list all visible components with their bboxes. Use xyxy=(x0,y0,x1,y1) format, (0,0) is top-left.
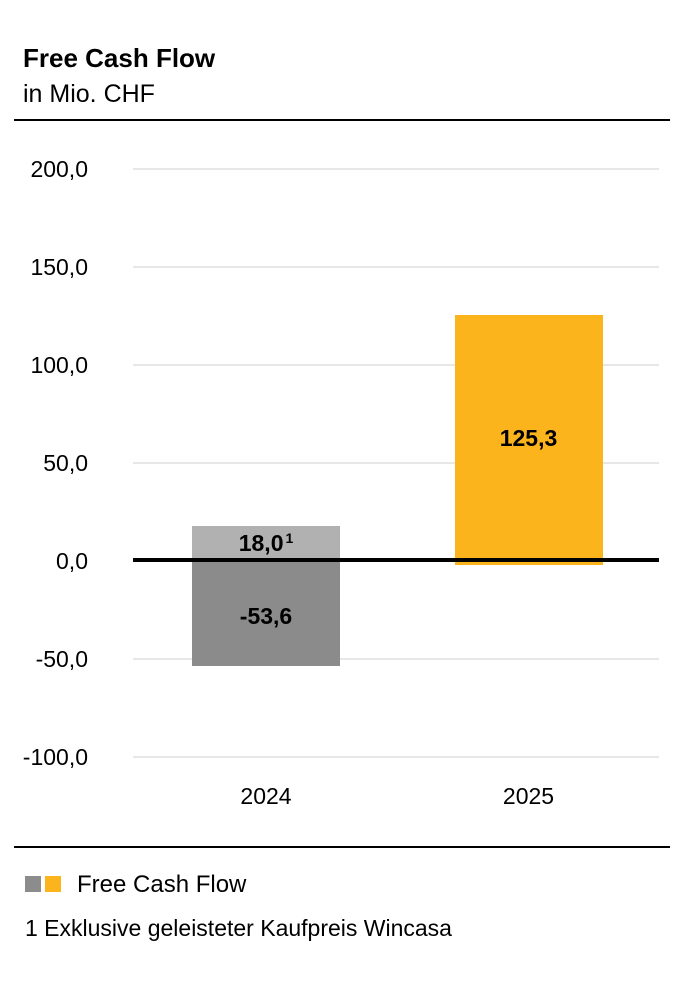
bar-segment xyxy=(454,315,603,565)
zero-axis-line xyxy=(133,558,659,562)
y-tick-label: 0,0 xyxy=(56,548,88,574)
y-gridline xyxy=(133,756,659,758)
y-tick-label: -100,0 xyxy=(22,744,88,770)
legend-label: Free Cash Flow xyxy=(77,871,247,898)
bar-value-label: 18,0 1 xyxy=(238,530,294,557)
y-gridline xyxy=(133,364,659,366)
y-gridline xyxy=(133,658,659,660)
header-divider xyxy=(14,119,670,121)
bar-segment xyxy=(192,525,340,561)
y-tick-label: 100,0 xyxy=(30,352,88,378)
footnote-marker: 1 xyxy=(285,530,294,547)
x-category-label: 2024 xyxy=(240,783,292,809)
y-gridline xyxy=(133,266,659,268)
footer-divider xyxy=(14,846,670,848)
footnote: 1 Exklusive geleisteter Kaufpreis Wincas… xyxy=(25,915,452,941)
bar-value-label: 125,3 xyxy=(499,425,558,452)
y-tick-label: 150,0 xyxy=(30,254,88,280)
y-tick-label: 50,0 xyxy=(43,450,88,476)
bar-segment xyxy=(192,558,340,667)
y-gridline xyxy=(133,168,659,170)
legend-swatch-gray xyxy=(25,876,41,892)
y-tick-label: 200,0 xyxy=(30,156,88,182)
y-tick-label: -50,0 xyxy=(35,646,88,672)
bar-value-label: -53,6 xyxy=(239,602,293,629)
x-category-label: 2025 xyxy=(502,783,555,809)
chart-title: Free Cash Flow xyxy=(23,43,216,73)
legend-swatch-orange xyxy=(45,876,61,892)
chart-subtitle: in Mio. CHF xyxy=(23,80,155,108)
y-gridline xyxy=(133,462,659,464)
